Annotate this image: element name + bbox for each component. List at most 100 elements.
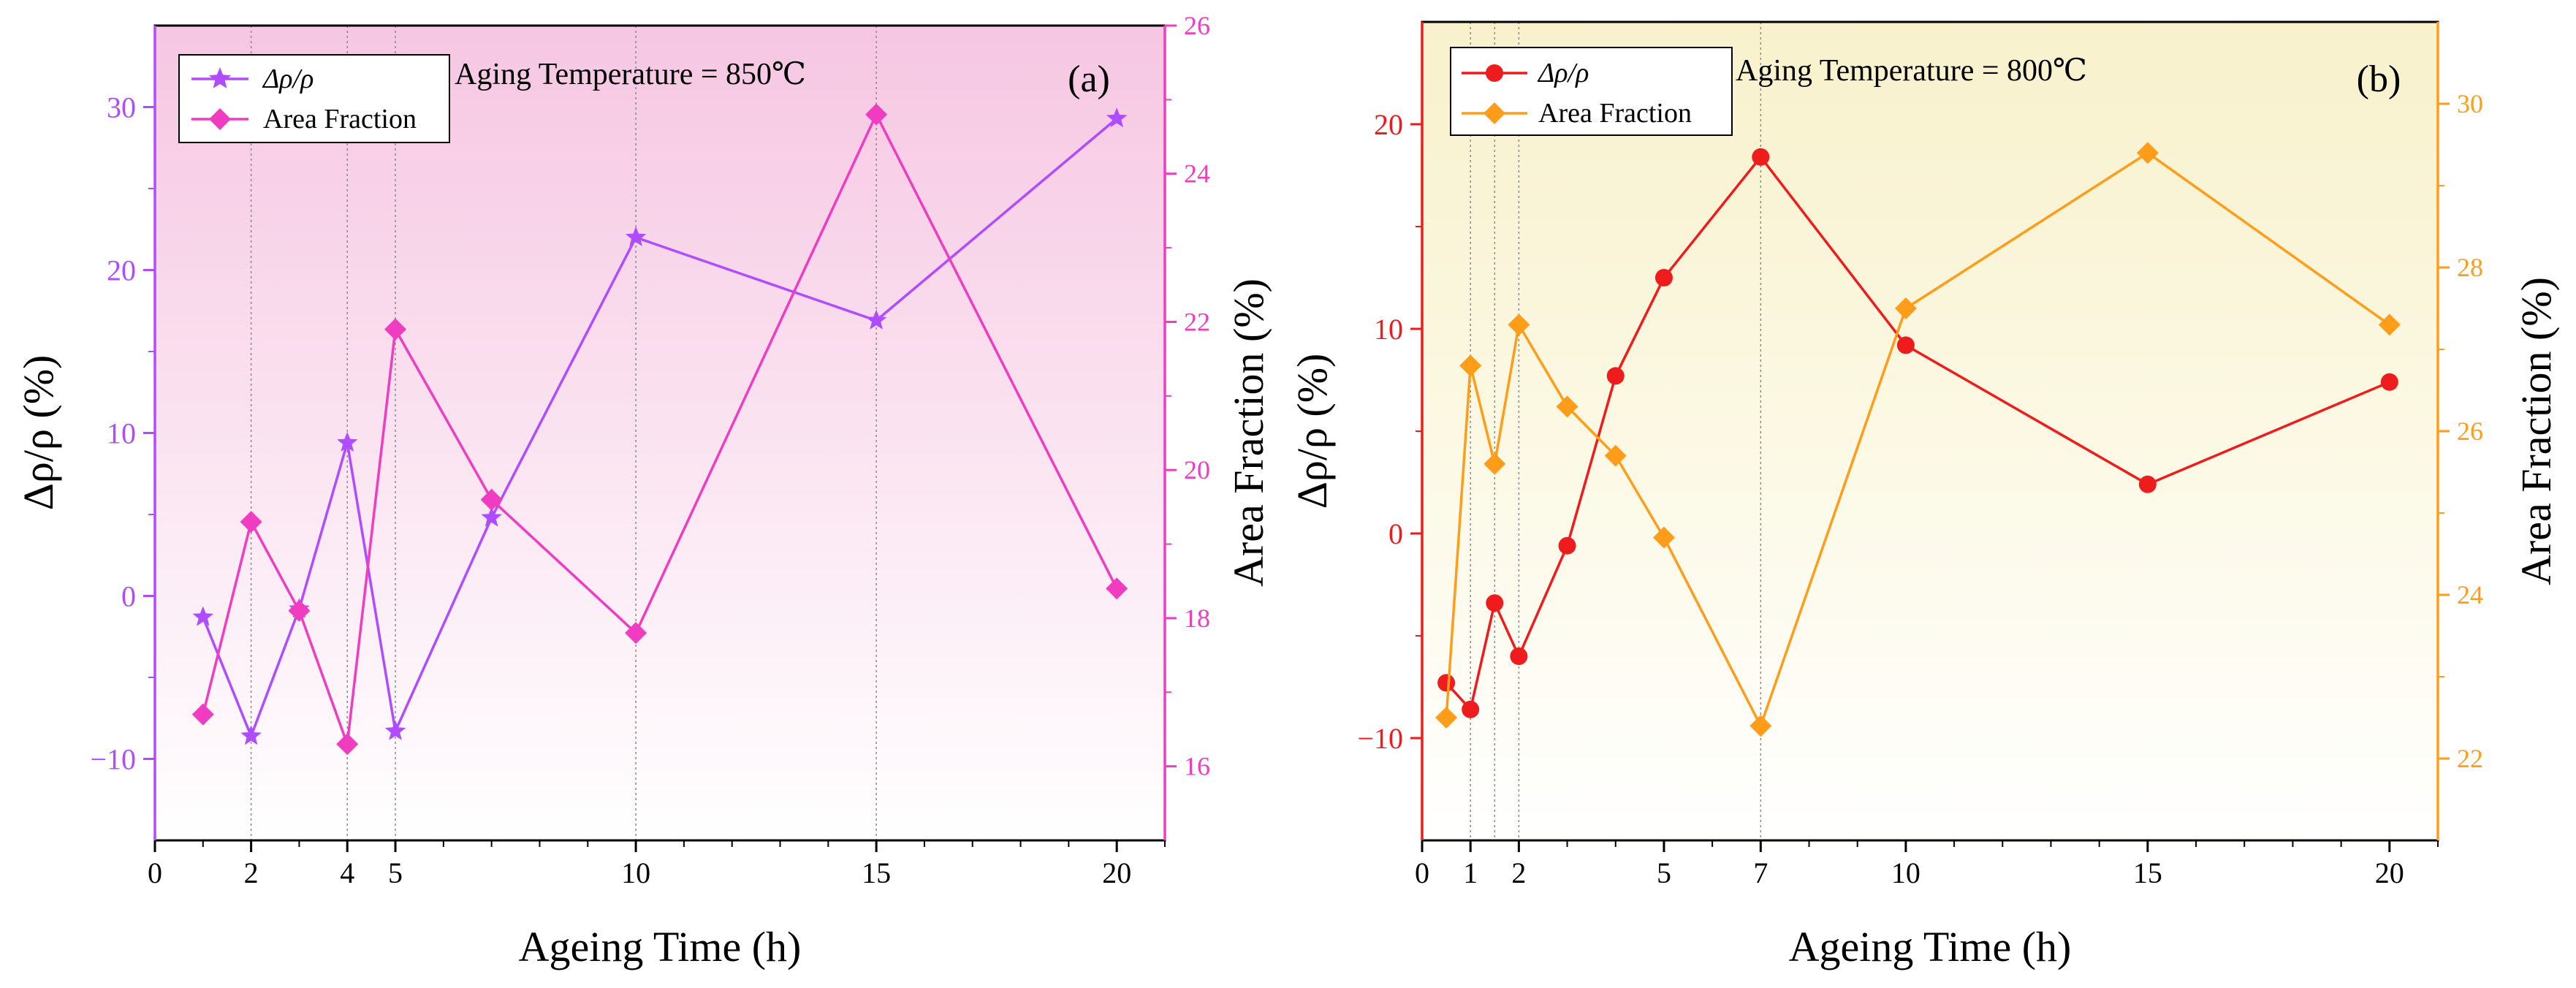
data-point-b-0-2: [1486, 594, 1504, 612]
legend-diamond-marker-a-1: [209, 108, 231, 130]
x-tick-label-a-0: 0: [148, 856, 162, 889]
legend-circle-marker-b-0: [1486, 64, 1503, 82]
y-axis-title-right-b: Area Fraction (%): [2512, 277, 2560, 585]
y-right-tick-label-b-0: 22: [2457, 744, 2483, 773]
data-point-a-0-4: [384, 720, 406, 740]
y-right-tick-label-b-1: 24: [2457, 580, 2483, 609]
x-tick-label-b-2: 2: [1511, 856, 1526, 889]
data-point-b-0-1: [1462, 700, 1480, 718]
x-axis-title-a: Ageing Time (h): [519, 923, 802, 970]
y-left-tick-label-a-2: 10: [107, 417, 136, 450]
panel-label-a: (a): [1068, 58, 1110, 100]
data-point-a-1-7: [865, 103, 888, 126]
y-left-tick-label-b-3: 20: [1374, 108, 1403, 141]
x-tick-label-b-5: 10: [1891, 856, 1920, 889]
legend-label-a-1: Area Fraction: [263, 104, 417, 134]
ticks-b: 0 1 2 5 7 10 15 20 −10 0 10 20 22 24 26 28 30: [1357, 89, 2483, 889]
data-point-a-0-5: [481, 506, 502, 527]
data-point-b-0-6: [1654, 269, 1673, 286]
x-tick-label-a-3: 5: [388, 856, 403, 889]
data-point-b-1-0: [1435, 707, 1458, 729]
data-point-a-0-7: [865, 309, 887, 330]
data-point-b-1-6: [1652, 526, 1675, 549]
y-left-tick-label-a-3: 20: [107, 254, 136, 287]
y-right-tick-label-a-2: 20: [1184, 455, 1210, 484]
series-b: [1435, 142, 2401, 737]
data-point-a-0-0: [192, 606, 214, 626]
data-point-a-0-1: [240, 725, 262, 745]
data-point-b-1-2: [1483, 452, 1506, 475]
data-point-b-1-10: [2378, 314, 2401, 336]
panel-b: 0 1 2 5 7 10 15 20 −10 0 10 20 22 24 26 28 30 (b) Aging …: [1288, 20, 2560, 970]
data-point-b-1-4: [1556, 395, 1578, 418]
x-tick-label-b-3: 5: [1657, 856, 1671, 889]
annotation-b: Aging Temperature = 800℃: [1736, 54, 2087, 88]
series-a: [191, 103, 1128, 756]
x-tick-label-a-4: 10: [621, 856, 650, 889]
plot-area-background-b: [1422, 22, 2438, 840]
x-tick-label-a-2: 4: [340, 856, 354, 889]
data-point-b-1-9: [2136, 142, 2159, 164]
panel-label-b: (b): [2357, 58, 2401, 100]
y-left-tick-label-b-0: −10: [1357, 722, 1403, 755]
legend-label-a-0: Δρ/ρ: [262, 64, 314, 94]
x-tick-label-b-6: 15: [2133, 856, 2162, 889]
legend-diamond-marker-b-1: [1483, 102, 1505, 124]
x-tick-label-b-4: 7: [1753, 856, 1768, 889]
y-left-tick-label-a-0: −10: [90, 743, 136, 776]
data-point-b-0-7: [1752, 148, 1770, 166]
x-tick-label-a-1: 2: [244, 856, 259, 889]
legend-label-b-0: Δρ/ρ: [1537, 58, 1589, 88]
x-tick-label-b-7: 20: [2375, 856, 2404, 889]
data-point-a-0-6: [625, 226, 647, 246]
data-point-b-0-0: [1437, 674, 1456, 692]
data-point-b-1-7: [1749, 715, 1772, 737]
x-tick-label-b-0: 0: [1415, 856, 1429, 889]
y-right-tick-label-b-4: 30: [2457, 89, 2483, 118]
plot-area-background-a: [155, 26, 1165, 840]
data-point-b-0-8: [1896, 336, 1915, 354]
legend-box-a: [178, 54, 450, 143]
data-point-a-1-5: [480, 488, 503, 511]
x-tick-label-b-1: 1: [1463, 856, 1478, 889]
data-point-a-1-8: [1106, 577, 1128, 600]
y-right-tick-label-a-3: 22: [1184, 307, 1210, 336]
x-tick-label-a-5: 15: [862, 856, 891, 889]
y-axis-title-left-b: Δρ/ρ (%): [1288, 354, 1336, 509]
data-point-b-1-1: [1459, 354, 1482, 377]
data-point-b-0-10: [2380, 373, 2398, 391]
data-point-b-1-5: [1604, 444, 1627, 467]
y-right-tick-label-a-0: 16: [1184, 752, 1210, 781]
y-left-tick-label-a-1: 0: [121, 580, 136, 613]
legend-star-marker-a-0: [208, 67, 232, 88]
legend-label-b-1: Area Fraction: [1538, 98, 1692, 129]
legend-b: Δρ/ρ Area Fraction: [1450, 47, 1733, 136]
annotation-a: Aging Temperature = 850℃: [455, 58, 806, 91]
data-point-a-1-1: [240, 511, 262, 533]
x-tick-label-a-6: 20: [1102, 856, 1131, 889]
y-right-tick-label-b-2: 26: [2457, 417, 2483, 446]
data-point-a-1-4: [384, 318, 407, 341]
y-right-tick-label-a-4: 24: [1184, 159, 1210, 189]
data-point-b-0-9: [2138, 475, 2157, 493]
y-right-tick-label-b-3: 28: [2457, 253, 2483, 282]
data-point-b-0-5: [1606, 367, 1625, 385]
data-point-a-0-3: [337, 431, 358, 452]
y-axis-title-right-a: Area Fraction (%): [1225, 278, 1272, 587]
data-point-a-0-8: [1106, 107, 1128, 128]
y-right-tick-label-a-5: 26: [1184, 11, 1210, 40]
data-point-b-0-3: [1510, 647, 1528, 665]
legend-a: Δρ/ρ Area Fraction: [178, 54, 450, 143]
data-point-a-1-2: [288, 599, 311, 622]
x-axis-title-b: Ageing Time (h): [1789, 923, 2072, 970]
data-point-b-1-8: [1894, 297, 1917, 319]
y-left-tick-label-b-2: 10: [1374, 313, 1403, 346]
y-left-tick-label-a-4: 30: [107, 91, 136, 124]
data-point-a-1-0: [191, 703, 214, 726]
y-right-tick-label-a-1: 18: [1184, 604, 1210, 633]
y-left-tick-label-b-1: 0: [1388, 517, 1403, 550]
data-point-b-0-4: [1558, 536, 1576, 555]
data-point-b-1-3: [1508, 314, 1530, 336]
